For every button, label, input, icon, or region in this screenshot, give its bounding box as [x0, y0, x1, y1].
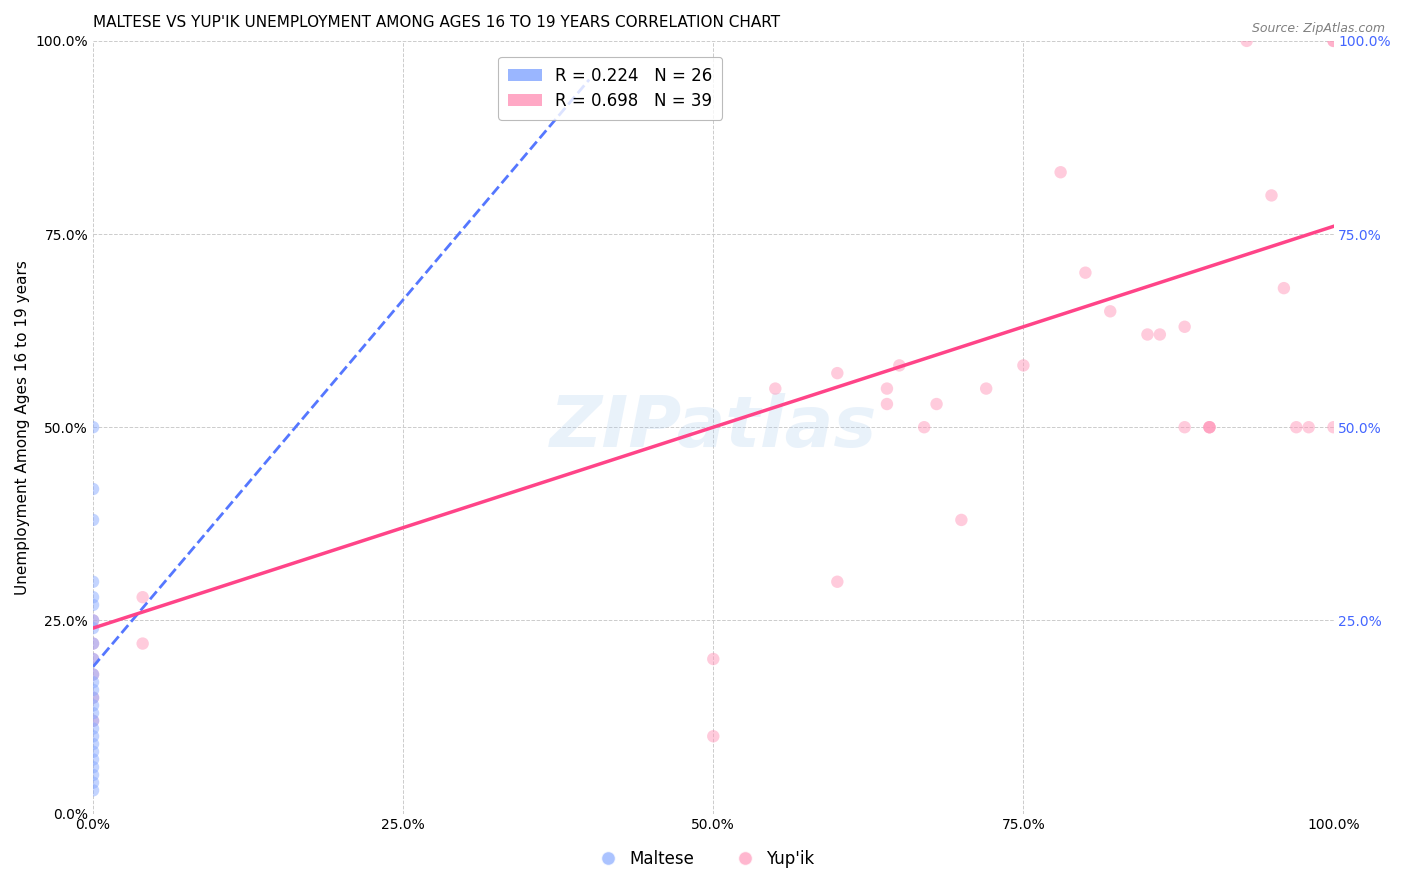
Point	[889, 359, 911, 373]
Point	[82, 690, 104, 705]
Y-axis label: Unemployment Among Ages 16 to 19 years: Unemployment Among Ages 16 to 19 years	[15, 260, 30, 595]
Point	[1198, 420, 1220, 434]
Point	[912, 420, 935, 434]
Point	[82, 652, 104, 666]
Point	[82, 636, 104, 650]
Point	[876, 382, 898, 396]
Point	[1012, 359, 1035, 373]
Point	[1149, 327, 1171, 342]
Point	[82, 636, 104, 650]
Text: Source: ZipAtlas.com: Source: ZipAtlas.com	[1251, 22, 1385, 36]
Point	[1285, 420, 1308, 434]
Point	[82, 682, 104, 697]
Point	[82, 613, 104, 627]
Point	[1260, 188, 1282, 202]
Point	[974, 382, 997, 396]
Point	[82, 714, 104, 728]
Point	[82, 591, 104, 605]
Point	[1174, 420, 1197, 434]
Point	[702, 729, 724, 743]
Point	[82, 752, 104, 766]
Point	[82, 652, 104, 666]
Point	[131, 636, 153, 650]
Point	[1049, 165, 1071, 179]
Point	[82, 482, 104, 496]
Point	[82, 714, 104, 728]
Point	[82, 667, 104, 681]
Text: MALTESE VS YUP'IK UNEMPLOYMENT AMONG AGES 16 TO 19 YEARS CORRELATION CHART: MALTESE VS YUP'IK UNEMPLOYMENT AMONG AGE…	[93, 15, 780, 30]
Point	[950, 513, 973, 527]
Point	[82, 621, 104, 635]
Point	[1298, 420, 1320, 434]
Point	[82, 768, 104, 782]
Point	[131, 591, 153, 605]
Point	[702, 652, 724, 666]
Legend: Maltese, Yup'ik: Maltese, Yup'ik	[585, 844, 821, 875]
Point	[82, 706, 104, 720]
Point	[82, 613, 104, 627]
Point	[82, 574, 104, 589]
Point	[1272, 281, 1295, 295]
Point	[82, 675, 104, 690]
Point	[1322, 420, 1344, 434]
Point	[1198, 420, 1220, 434]
Point	[82, 598, 104, 612]
Point	[1074, 266, 1097, 280]
Point	[876, 397, 898, 411]
Point	[1136, 327, 1159, 342]
Point	[82, 722, 104, 736]
Point	[1198, 420, 1220, 434]
Point	[82, 760, 104, 774]
Point	[1322, 34, 1344, 48]
Point	[82, 729, 104, 743]
Point	[1236, 34, 1258, 48]
Point	[1174, 319, 1197, 334]
Point	[82, 420, 104, 434]
Point	[82, 698, 104, 713]
Point	[763, 382, 786, 396]
Point	[827, 366, 849, 380]
Point	[1099, 304, 1122, 318]
Point	[82, 690, 104, 705]
Text: ZIPatlas: ZIPatlas	[550, 392, 877, 462]
Point	[827, 574, 849, 589]
Point	[82, 745, 104, 759]
Point	[925, 397, 948, 411]
Point	[82, 737, 104, 751]
Point	[1322, 34, 1344, 48]
Point	[82, 513, 104, 527]
Point	[82, 783, 104, 797]
Legend: R = 0.224   N = 26, R = 0.698   N = 39: R = 0.224 N = 26, R = 0.698 N = 39	[498, 57, 723, 120]
Point	[82, 775, 104, 789]
Point	[82, 667, 104, 681]
